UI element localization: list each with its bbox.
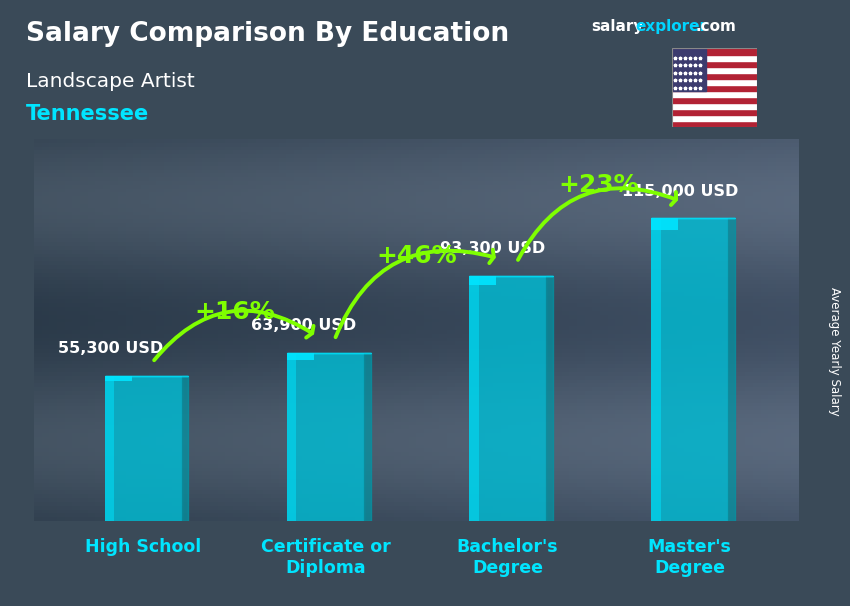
Bar bbox=[672, 73, 756, 79]
Text: explorer: explorer bbox=[636, 19, 708, 35]
FancyBboxPatch shape bbox=[105, 376, 132, 381]
FancyBboxPatch shape bbox=[287, 353, 314, 359]
Bar bbox=[672, 67, 756, 73]
Bar bbox=[672, 48, 756, 55]
FancyBboxPatch shape bbox=[651, 218, 678, 230]
Bar bbox=[672, 97, 756, 103]
Text: 115,000 USD: 115,000 USD bbox=[622, 184, 739, 199]
FancyBboxPatch shape bbox=[105, 376, 182, 521]
Bar bbox=[672, 91, 756, 97]
FancyBboxPatch shape bbox=[651, 218, 728, 521]
FancyBboxPatch shape bbox=[287, 353, 297, 521]
Bar bbox=[672, 103, 756, 109]
Polygon shape bbox=[728, 218, 735, 521]
Text: +16%: +16% bbox=[194, 300, 275, 324]
Text: Landscape Artist: Landscape Artist bbox=[26, 72, 195, 90]
FancyBboxPatch shape bbox=[651, 218, 660, 521]
Bar bbox=[672, 115, 756, 121]
Bar bbox=[672, 79, 756, 85]
Text: +46%: +46% bbox=[377, 244, 456, 268]
Bar bbox=[672, 48, 705, 91]
Bar bbox=[672, 61, 756, 67]
Polygon shape bbox=[364, 353, 371, 521]
Text: 93,300 USD: 93,300 USD bbox=[440, 241, 546, 256]
FancyBboxPatch shape bbox=[469, 276, 496, 285]
Text: Salary Comparison By Education: Salary Comparison By Education bbox=[26, 21, 508, 47]
Bar bbox=[672, 121, 756, 127]
Text: 63,900 USD: 63,900 USD bbox=[251, 318, 356, 333]
Text: +23%: +23% bbox=[558, 173, 639, 198]
FancyBboxPatch shape bbox=[469, 276, 479, 521]
Text: 55,300 USD: 55,300 USD bbox=[58, 341, 163, 356]
Bar bbox=[672, 55, 756, 61]
FancyBboxPatch shape bbox=[469, 276, 546, 521]
FancyBboxPatch shape bbox=[287, 353, 364, 521]
Bar bbox=[672, 109, 756, 115]
Polygon shape bbox=[182, 376, 189, 521]
Polygon shape bbox=[546, 276, 552, 521]
Text: .com: .com bbox=[695, 19, 736, 35]
FancyBboxPatch shape bbox=[105, 376, 114, 521]
Text: salary: salary bbox=[591, 19, 643, 35]
Bar bbox=[672, 85, 756, 91]
Text: Average Yearly Salary: Average Yearly Salary bbox=[828, 287, 842, 416]
Text: Tennessee: Tennessee bbox=[26, 104, 149, 124]
